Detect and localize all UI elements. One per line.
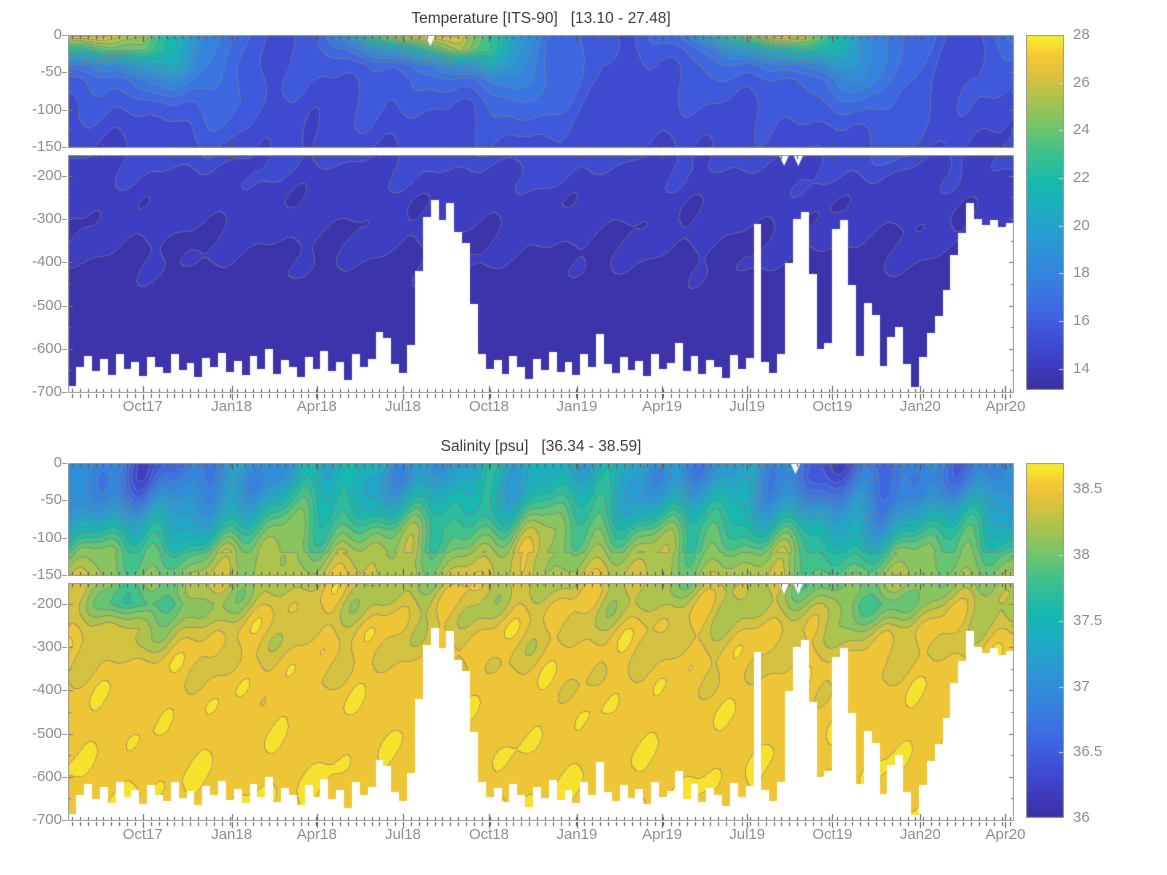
colorbar-tick-label: 16 [1073, 311, 1090, 329]
colorbar-tick-label: 36 [1073, 809, 1090, 826]
x-tick-label: Jul19 [729, 398, 766, 415]
y-tick-label: -400 [31, 253, 62, 271]
colorbar-tick-label: 20 [1073, 216, 1090, 234]
x-tick-label: Jan20 [899, 826, 941, 843]
colorbar-tick-label: 28 [1073, 26, 1090, 43]
salinity-title: Salinity [psu] [36.34 - 38.59] [440, 438, 642, 455]
y-tick-label: -150 [31, 566, 62, 583]
colorbar-tick-label: 37 [1073, 677, 1090, 695]
x-tick-label: Jan19 [556, 398, 598, 415]
salinity-xaxis-ticks [68, 822, 1014, 829]
y-tick-mark [62, 72, 67, 73]
y-tick-label: -600 [31, 339, 62, 357]
x-tick-label: Apr19 [642, 826, 683, 843]
y-tick-label: -300 [31, 638, 62, 655]
y-tick-label: -100 [31, 528, 62, 546]
y-tick-label: -50 [40, 63, 62, 81]
temperature-title: Temperature [ITS-90] [13.10 - 27.48] [411, 10, 671, 27]
colorbar-tick-label: 18 [1073, 264, 1090, 282]
y-tick-mark [62, 392, 67, 393]
y-tick-mark [62, 575, 67, 576]
x-tick-label: Oct17 [122, 398, 163, 415]
y-tick-label: -100 [31, 100, 62, 118]
x-tick-label: Apr20 [985, 398, 1026, 415]
y-tick-mark [62, 820, 67, 821]
y-tick-mark [62, 538, 67, 539]
colorbar-tick-label: 22 [1073, 168, 1090, 186]
y-tick-label: -300 [31, 210, 62, 227]
colorbar-tick-label: 24 [1073, 121, 1090, 139]
x-tick-label: Jul19 [729, 826, 766, 843]
temperature-xaxis-ticks [68, 394, 1014, 401]
y-tick-label: -500 [31, 724, 62, 742]
salinity-colorbar [1026, 463, 1064, 818]
x-tick-label: Oct19 [812, 826, 853, 843]
temperature-upper-panel [68, 35, 1014, 148]
colorbar-tick-label: 26 [1073, 73, 1090, 91]
y-tick-label: -50 [40, 491, 62, 509]
x-tick-label: Oct18 [468, 826, 509, 843]
y-tick-mark [62, 604, 67, 605]
y-tick-mark [62, 647, 67, 648]
y-tick-label: -200 [31, 166, 62, 184]
y-tick-mark [62, 35, 67, 36]
colorbar-tick-label: 14 [1073, 359, 1090, 377]
y-tick-label: -600 [31, 767, 62, 785]
y-tick-mark [62, 734, 67, 735]
y-tick-mark [62, 777, 67, 778]
x-tick-label: Apr18 [296, 826, 337, 843]
x-tick-label: Jan20 [899, 398, 941, 415]
y-tick-mark [62, 306, 67, 307]
x-tick-label: Apr19 [642, 398, 683, 415]
y-tick-label: -400 [31, 681, 62, 699]
y-tick-mark [62, 500, 67, 501]
y-tick-mark [62, 349, 67, 350]
x-tick-label: Apr18 [296, 398, 337, 415]
y-tick-mark [62, 147, 67, 148]
salinity-upper-panel [68, 463, 1014, 576]
y-tick-mark [62, 110, 67, 111]
colorbar-tick-label: 38.5 [1073, 480, 1103, 498]
x-tick-label: Oct17 [122, 826, 163, 843]
y-tick-mark [62, 463, 67, 464]
x-tick-label: Apr20 [985, 826, 1026, 843]
y-tick-mark [62, 176, 67, 177]
x-tick-label: Jan19 [556, 826, 598, 843]
y-tick-label: 0 [53, 454, 62, 471]
temperature-lower-panel [68, 155, 1014, 393]
y-tick-label: -150 [31, 138, 62, 155]
y-tick-mark [62, 219, 67, 220]
y-tick-label: -500 [31, 296, 62, 314]
salinity-lower-panel [68, 583, 1014, 821]
x-tick-label: Jul18 [384, 826, 421, 843]
x-tick-label: Jan18 [211, 398, 253, 415]
x-tick-label: Oct19 [812, 398, 853, 415]
temperature-colorbar [1026, 35, 1064, 390]
colorbar-tick-label: 38 [1073, 546, 1090, 564]
y-tick-label: 0 [53, 26, 62, 43]
y-tick-label: -700 [31, 383, 62, 400]
y-tick-mark [62, 262, 67, 263]
x-tick-label: Jul18 [384, 398, 421, 415]
x-tick-label: Oct18 [468, 398, 509, 415]
colorbar-tick-label: 37.5 [1073, 611, 1103, 629]
y-tick-label: -700 [31, 811, 62, 828]
y-tick-mark [62, 690, 67, 691]
x-tick-label: Jan18 [211, 826, 253, 843]
colorbar-tick-label: 36.5 [1073, 743, 1103, 761]
y-tick-label: -200 [31, 594, 62, 612]
